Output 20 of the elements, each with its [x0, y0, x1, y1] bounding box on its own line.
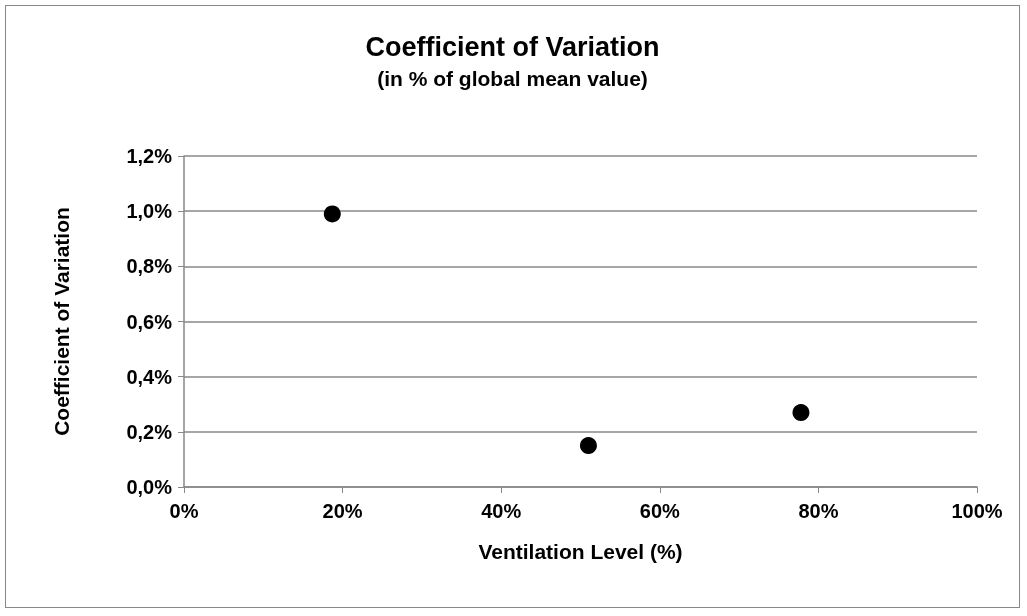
- y-tick-label: 1,2%: [126, 145, 173, 167]
- x-tick-label: 40%: [481, 500, 522, 522]
- point: [579, 437, 597, 455]
- x-tick-label: 20%: [322, 500, 363, 522]
- x-tick-label: 60%: [639, 500, 681, 522]
- x-tick-label: 80%: [798, 500, 839, 522]
- y-tick-label: 0,6%: [126, 310, 173, 333]
- point: [792, 404, 810, 422]
- y-axis-title: Coefficient of Variation: [50, 207, 73, 436]
- chart-title: Coefficient of Variation: [365, 31, 660, 62]
- y-tick-label: 0,0%: [126, 476, 173, 498]
- x-axis-title: Ventilation Level (%): [478, 540, 683, 563]
- y-tick-label: 1,0%: [126, 200, 173, 223]
- x-tick-label: 100%: [951, 500, 1003, 522]
- y-tick-label: 0,4%: [126, 365, 173, 388]
- x-tick-label: 0%: [169, 500, 199, 522]
- y-tick-label: 0,8%: [126, 255, 173, 278]
- point: [323, 205, 341, 223]
- chart-subtitle: (in % of global mean value): [377, 67, 648, 90]
- y-tick-label: 0,2%: [126, 420, 173, 443]
